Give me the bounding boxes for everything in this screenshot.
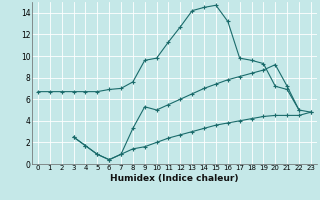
X-axis label: Humidex (Indice chaleur): Humidex (Indice chaleur) [110, 174, 239, 183]
